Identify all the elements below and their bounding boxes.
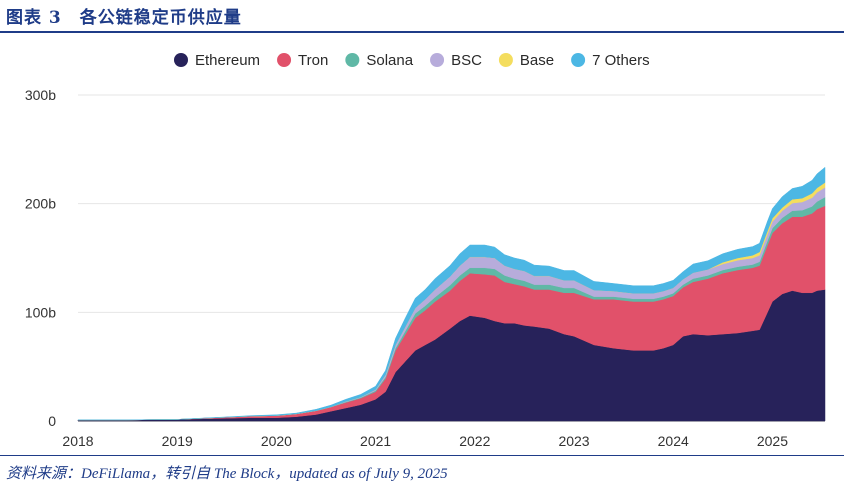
legend-swatch [277,53,292,67]
legend-label: Solana [366,52,413,69]
x-tick-label: 2023 [558,433,589,449]
y-tick-label: 100b [25,304,56,320]
source-rule [0,455,844,456]
legend-label: BSC [451,52,482,69]
legend-swatch [345,53,360,67]
area-7-others [78,166,826,421]
stacked-areas [77,166,826,422]
figure-title: 图表 3 各公链稳定币供应量 [6,8,242,28]
legend-label: Base [520,52,554,69]
y-tick-label: 200b [25,196,56,212]
title-rule [0,31,844,33]
legend-label: Ethereum [195,52,260,69]
x-tick-label: 2021 [360,433,391,449]
y-axis-labels: 0 100b 200b 300b [25,87,56,429]
legend-swatch [571,53,586,67]
legend-label: 7 Others [592,52,650,69]
y-tick-label: 300b [25,87,56,103]
x-tick-label: 2020 [261,433,292,449]
x-tick-label: 2025 [757,433,788,449]
legend-swatch [498,53,513,67]
legend-swatch [174,53,188,67]
x-tick-label: 2024 [658,433,689,449]
y-tick-label: 0 [48,413,56,429]
source-note: 资料来源：DeFiLlama，转引自 The Block，updated as … [6,466,448,482]
x-tick-label: 2018 [62,433,93,449]
x-tick-label: 2022 [459,433,490,449]
chart-legend: Ethereum Tron Solana BSC Base 7 Others [174,52,650,69]
x-tick-label: 2019 [162,433,193,449]
x-axis-labels: 2018 2019 2020 2021 2022 2023 2024 2025 [62,433,788,449]
legend-label: Tron [298,52,328,69]
legend-swatch [430,53,445,67]
